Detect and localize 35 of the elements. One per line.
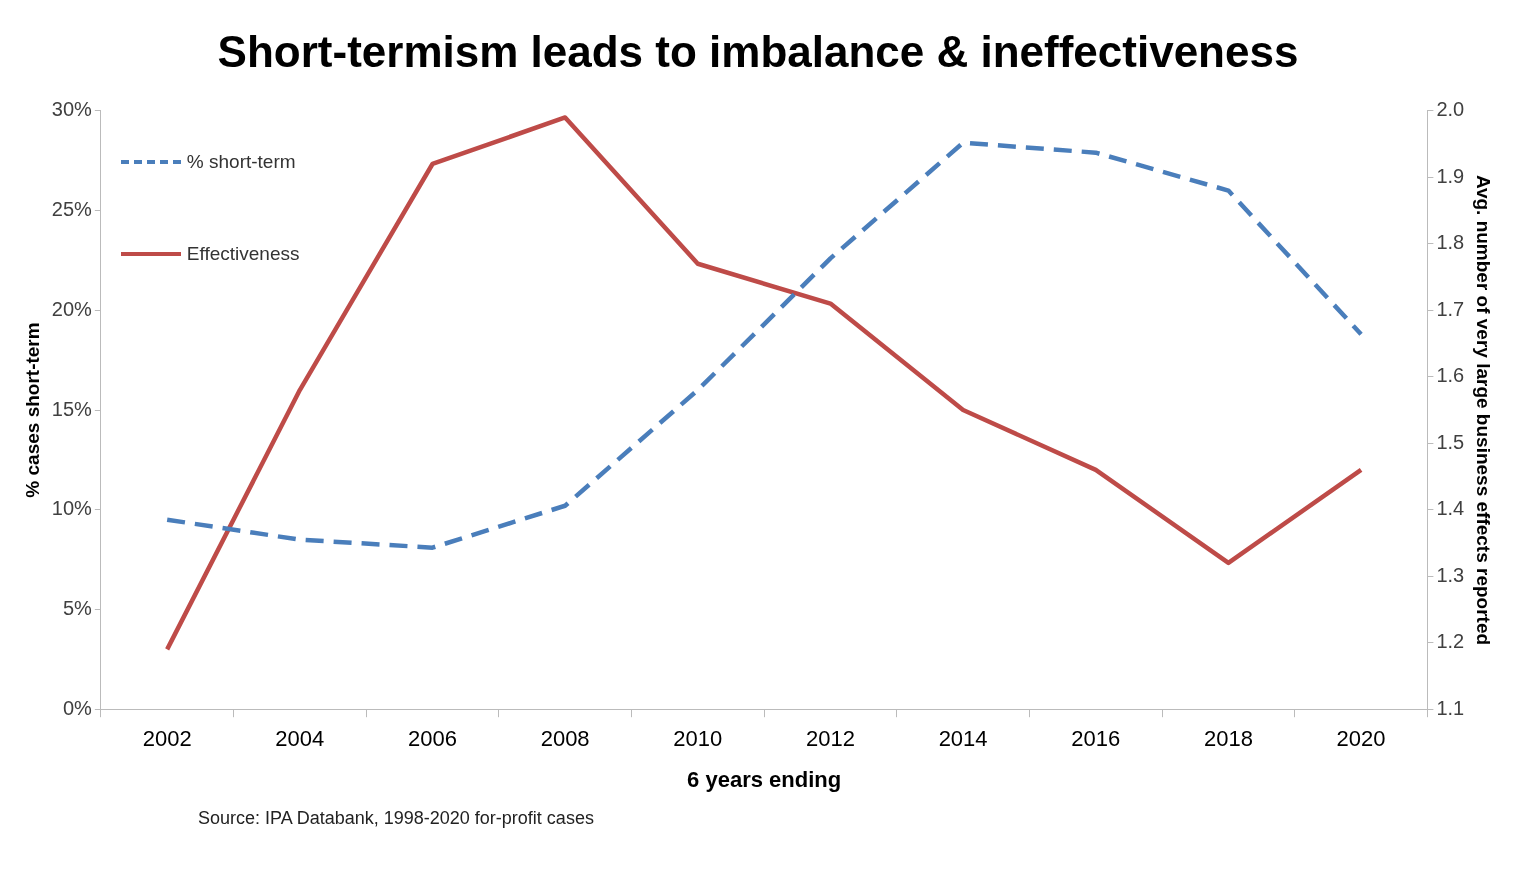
y2-axis-title: Avg. number of very large business effects reported [1473,174,1495,646]
x-axis-title: 6 years ending [687,766,842,792]
y-tick-label: 10% [51,497,93,520]
y2-tick-label: 1.1 [1436,696,1465,719]
y2-tick-label: 2.0 [1436,98,1465,121]
y-tick-label: 25% [51,198,93,221]
x-tick-label: 2008 [540,726,590,752]
source-note: Source: IPA Databank, 1998-2020 for-profit cases [198,808,595,829]
y-tick-label: 5% [62,596,93,619]
x-tick-label: 2020 [1336,726,1386,752]
y-tick-label: 0% [62,696,93,719]
y2-tick-label: 1.7 [1436,297,1465,320]
x-tick-label: 2014 [938,726,988,752]
y2-tick-label: 1.9 [1436,164,1465,187]
x-tick-label: 2016 [1071,726,1121,752]
x-tick-label: 2006 [407,726,457,752]
y-tick-label: 20% [51,297,93,320]
y-axis-title: % cases short-term [21,322,43,498]
x-tick-label: 2010 [673,726,723,752]
y2-tick-label: 1.3 [1436,563,1465,586]
x-tick-label: 2004 [275,726,325,752]
y-tick-label: 15% [51,397,93,420]
chart-title: Short-termism leads to imbalance & ineffectiveness [217,26,1299,76]
x-tick-label: 2002 [142,726,192,752]
y2-tick-label: 1.6 [1436,364,1465,387]
y2-tick-label: 1.5 [1436,430,1465,453]
x-tick-label: 2018 [1203,726,1253,752]
y-tick-label: 30% [51,98,93,121]
y2-tick-label: 1.4 [1436,497,1465,520]
legend-label: % short-term [186,150,296,173]
line-series [164,140,1364,550]
y2-tick-label: 1.8 [1436,231,1465,254]
legend-label: Effectiveness [186,242,300,265]
y2-tick-label: 1.2 [1436,630,1465,653]
x-tick-label: 2012 [805,726,855,752]
